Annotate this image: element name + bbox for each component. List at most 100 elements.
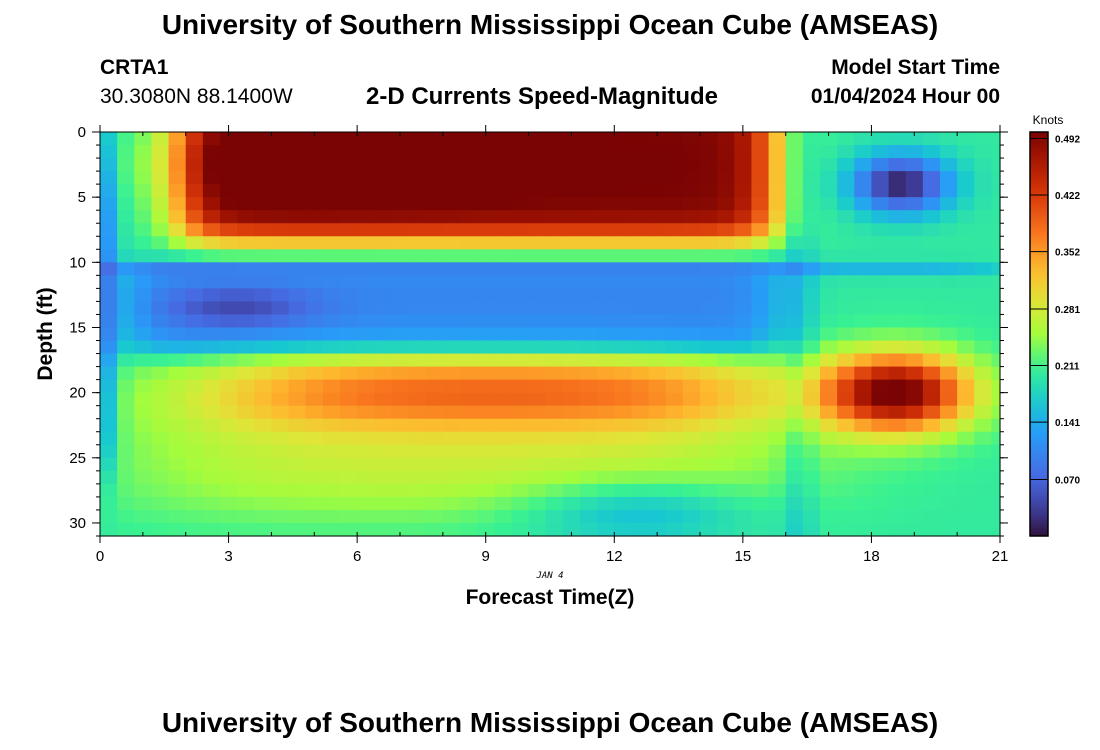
heatmap-cell	[682, 392, 701, 407]
heatmap-cell	[682, 132, 701, 146]
heatmap-cell	[905, 327, 924, 342]
heatmap-cell	[528, 158, 547, 172]
heatmap-cell	[168, 496, 187, 511]
heatmap-cell	[717, 262, 735, 276]
heatmap-cell	[580, 366, 598, 381]
heatmap-cell	[168, 457, 187, 472]
heatmap-cell	[477, 171, 495, 185]
heatmap-cell	[185, 249, 204, 263]
heatmap-cell	[562, 314, 581, 329]
colorbar: Knots 0.4920.4220.3520.2810.2110.1410.07…	[1029, 113, 1080, 537]
heatmap-cell	[991, 483, 1001, 498]
heatmap-cell	[391, 379, 410, 394]
heatmap-cell	[288, 158, 307, 172]
heatmap-cell	[237, 392, 255, 407]
heatmap-cell	[820, 171, 838, 185]
heatmap-cell	[665, 249, 684, 263]
heatmap-cell	[237, 288, 255, 303]
heatmap-cell	[751, 275, 770, 289]
heatmap-cell	[202, 158, 221, 172]
heatmap-cell	[545, 353, 564, 368]
heatmap-cell	[854, 379, 873, 394]
heatmap-cell	[597, 457, 615, 472]
heatmap-cell	[408, 444, 427, 459]
heatmap-cell	[322, 327, 341, 342]
heatmap-cell	[271, 327, 290, 342]
heatmap-cell	[751, 223, 770, 237]
y-tick-label: 10	[69, 254, 86, 271]
heatmap-cell	[151, 145, 170, 159]
heatmap-cell	[511, 431, 530, 446]
heatmap-cell	[391, 327, 410, 342]
heatmap-cell	[408, 223, 427, 237]
heatmap-cell	[768, 197, 787, 211]
heatmap-cell	[408, 470, 427, 485]
heatmap-cell	[100, 522, 118, 537]
heatmap-cell	[477, 483, 495, 498]
heatmap-cell	[134, 236, 153, 250]
heatmap-cell	[545, 366, 564, 381]
heatmap-cell	[494, 405, 513, 420]
heatmap-cell	[494, 509, 513, 524]
heatmap-cell	[220, 210, 238, 224]
heatmap-cell	[202, 366, 221, 381]
heatmap-cell	[802, 249, 821, 263]
heatmap-cell	[340, 366, 358, 381]
heatmap-cell	[374, 392, 393, 407]
heatmap-cell	[305, 262, 324, 276]
heatmap-cell	[785, 158, 804, 172]
heatmap-cell	[151, 509, 170, 524]
heatmap-cell	[545, 327, 564, 342]
heatmap-cell	[477, 236, 495, 250]
heatmap-cell	[134, 275, 153, 289]
heatmap-cell	[854, 210, 873, 224]
heatmap-cell	[614, 470, 633, 485]
heatmap-cell	[734, 379, 753, 394]
heatmap-cell	[391, 288, 410, 303]
heatmap-cell	[374, 431, 393, 446]
heatmap-cell	[117, 392, 135, 407]
heatmap-cell	[408, 340, 427, 355]
heatmap-cell	[922, 275, 941, 289]
heatmap-cell	[922, 496, 941, 511]
heatmap-cell	[494, 366, 513, 381]
heatmap-cell	[940, 483, 958, 498]
heatmap-cell	[168, 249, 187, 263]
heatmap-cell	[648, 470, 667, 485]
heatmap-cell	[202, 392, 221, 407]
heatmap-cell	[734, 210, 753, 224]
heatmap-cell	[408, 392, 427, 407]
heatmap-cell	[374, 275, 393, 289]
heatmap-cell	[288, 184, 307, 198]
heatmap-cell	[340, 405, 358, 420]
heatmap-cell	[100, 171, 118, 185]
heatmap-cell	[597, 366, 615, 381]
heatmap-cell	[254, 314, 273, 329]
heatmap-cell	[271, 522, 290, 537]
heatmap-cell	[185, 340, 204, 355]
heatmap-cell	[117, 249, 135, 263]
heatmap-cell	[785, 418, 804, 433]
heatmap-cell	[134, 405, 153, 420]
heatmap-cell	[134, 145, 153, 159]
heatmap-cell	[494, 197, 513, 211]
heatmap-cell	[545, 405, 564, 420]
heatmap-cell	[254, 275, 273, 289]
heatmap-cell	[117, 327, 135, 342]
heatmap-cell	[665, 509, 684, 524]
heatmap-cell	[751, 236, 770, 250]
heatmap-cell	[322, 392, 341, 407]
heatmap-cell	[357, 132, 375, 146]
heatmap-cell	[322, 223, 341, 237]
colorbar-tick-label: 0.141	[1055, 418, 1080, 429]
heatmap-cell	[117, 405, 135, 420]
heatmap-cell	[974, 496, 993, 511]
heatmap-cell	[511, 379, 530, 394]
heatmap-cell	[408, 522, 427, 537]
heatmap-cell	[682, 197, 701, 211]
heatmap-cell	[940, 262, 958, 276]
heatmap-cell	[528, 353, 547, 368]
heatmap-cell	[597, 431, 615, 446]
heatmap-cell	[151, 483, 170, 498]
heatmap-cell	[151, 288, 170, 303]
